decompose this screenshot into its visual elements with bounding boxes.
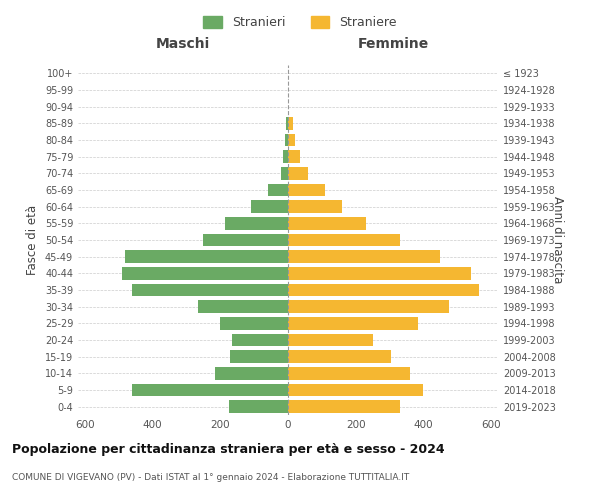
Bar	[251, 200, 288, 213]
Bar	[288, 117, 293, 130]
Bar	[122, 267, 288, 280]
Bar	[288, 267, 471, 280]
Bar	[288, 300, 449, 313]
Bar	[288, 400, 400, 413]
Bar	[132, 384, 288, 396]
Bar	[283, 150, 288, 163]
Bar	[288, 167, 308, 179]
Text: Maschi: Maschi	[156, 37, 210, 51]
Text: Popolazione per cittadinanza straniera per età e sesso - 2024: Popolazione per cittadinanza straniera p…	[12, 442, 445, 456]
Legend: Stranieri, Straniere: Stranieri, Straniere	[198, 11, 402, 34]
Y-axis label: Anni di nascita: Anni di nascita	[551, 196, 564, 284]
Y-axis label: Fasce di età: Fasce di età	[26, 205, 39, 275]
Bar	[226, 217, 288, 230]
Bar	[281, 167, 288, 179]
Bar	[288, 184, 325, 196]
Bar	[288, 284, 479, 296]
Bar	[268, 184, 288, 196]
Text: Femmine: Femmine	[358, 37, 428, 51]
Bar	[288, 200, 342, 213]
Bar	[288, 334, 373, 346]
Bar	[125, 250, 288, 263]
Bar	[288, 250, 440, 263]
Bar	[288, 384, 424, 396]
Bar	[284, 134, 288, 146]
Bar	[198, 300, 288, 313]
Bar	[203, 234, 288, 246]
Bar	[286, 117, 288, 130]
Bar	[288, 134, 295, 146]
Bar	[288, 367, 410, 380]
Bar	[288, 317, 418, 330]
Bar	[288, 150, 300, 163]
Bar	[288, 234, 400, 246]
Bar	[229, 400, 288, 413]
Bar	[220, 317, 288, 330]
Text: COMUNE DI VIGEVANO (PV) - Dati ISTAT al 1° gennaio 2024 - Elaborazione TUTTITALI: COMUNE DI VIGEVANO (PV) - Dati ISTAT al …	[12, 472, 409, 482]
Bar	[288, 217, 366, 230]
Bar	[288, 350, 391, 363]
Bar	[132, 284, 288, 296]
Bar	[215, 367, 288, 380]
Bar	[230, 350, 288, 363]
Bar	[232, 334, 288, 346]
